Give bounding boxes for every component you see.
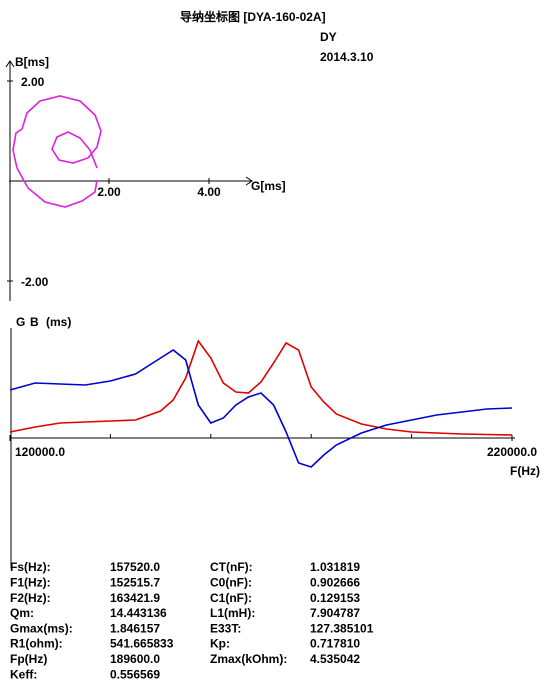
- y-axis-arrow: [5, 60, 15, 68]
- param-label: L1(mH):: [210, 606, 255, 620]
- x-axis-label: G[ms]: [251, 179, 286, 193]
- param-label: Kp:: [210, 637, 230, 651]
- y-axis-label: B[ms]: [15, 55, 49, 69]
- y-tick-label: 2.00: [21, 75, 45, 89]
- legend-label: G: [16, 315, 25, 329]
- param-label: R1(ohm):: [10, 637, 63, 651]
- param-value: 0.902666: [310, 575, 360, 589]
- legend-label: B: [30, 315, 39, 329]
- param-label: Keff:: [10, 667, 37, 681]
- series-line: [9, 339, 513, 436]
- x-tick-label: 4.00: [197, 185, 221, 199]
- title: 导纳坐标图 [DYA-160-02A]: [180, 9, 326, 24]
- param-label: Gmax(ms):: [10, 621, 73, 635]
- param-value: 152515.7: [110, 575, 160, 589]
- param-value: 163421.9: [110, 591, 160, 605]
- param-value: 0.129153: [310, 591, 360, 605]
- param-value: 1.846157: [110, 621, 160, 635]
- param-label: C0(nF):: [210, 575, 252, 589]
- param-value: 127.385101: [310, 621, 374, 635]
- x-axis-label: F(Hz): [510, 464, 540, 478]
- y-tick-label: -2.00: [21, 275, 49, 289]
- x-tick-label: 220000.0: [487, 445, 537, 459]
- param-value: 189600.0: [110, 652, 160, 666]
- param-value: 14.443136: [110, 606, 167, 620]
- x-tick-label: 120000.0: [15, 445, 65, 459]
- param-value: 7.904787: [310, 606, 360, 620]
- param-label: C1(nF):: [210, 591, 252, 605]
- operator: DY: [320, 30, 337, 44]
- param-label: Zmax(kOhm):: [210, 652, 287, 666]
- param-value: 1.031819: [310, 560, 360, 574]
- param-value: 4.535042: [310, 652, 360, 666]
- y-axis-label: (ms): [46, 315, 71, 329]
- param-value: 0.717810: [310, 637, 360, 651]
- param-label: Qm:: [10, 606, 34, 620]
- param-label: CT(nF):: [210, 560, 253, 574]
- param-label: Fs(Hz):: [10, 560, 51, 574]
- param-label: F1(Hz):: [10, 575, 51, 589]
- x-axis-arrow: [245, 176, 253, 186]
- param-value: 157520.0: [110, 560, 160, 574]
- series-line: [9, 349, 513, 468]
- date: 2014.3.10: [320, 50, 374, 64]
- x-tick-label: 2.00: [97, 185, 121, 199]
- param-value: 0.556569: [110, 667, 160, 681]
- admittance-curve: [12, 95, 102, 208]
- param-value: 541.665833: [110, 637, 174, 651]
- param-label: F2(Hz):: [10, 591, 51, 605]
- param-label: Fp(Hz): [10, 652, 47, 666]
- param-label: E33T:: [210, 621, 241, 635]
